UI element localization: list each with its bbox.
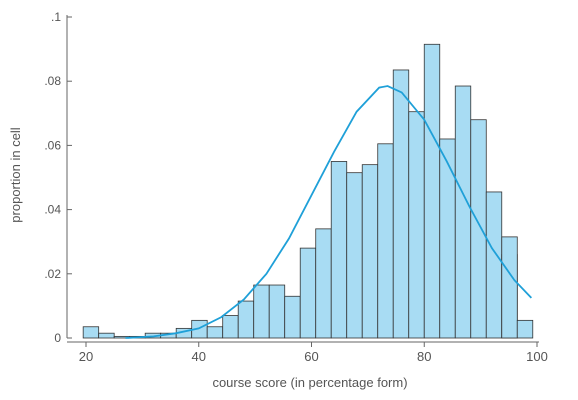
histogram-bar — [470, 119, 487, 339]
y-tick-label: .04 — [44, 203, 61, 217]
histogram-bar — [82, 326, 100, 339]
histogram-bars — [82, 43, 534, 339]
histogram-bar — [501, 236, 518, 339]
histogram-bar — [315, 228, 332, 339]
histogram-bar — [330, 161, 348, 339]
axes — [66, 15, 539, 343]
histogram-bar — [206, 326, 224, 339]
histogram-bar — [485, 191, 503, 339]
histogram-bar — [237, 300, 255, 339]
y-tick-label: .02 — [44, 267, 61, 281]
y-axis-label: proportion in cell — [8, 127, 23, 222]
y-tick-label: .06 — [44, 138, 61, 152]
histogram-bar — [284, 295, 301, 339]
x-axis-label: course score (in percentage form) — [212, 375, 407, 390]
x-tick-label: 100 — [526, 349, 548, 364]
histogram-bar — [516, 319, 534, 339]
normal-curve — [125, 85, 533, 339]
histogram-bar — [408, 111, 425, 339]
histogram-bar — [392, 69, 410, 339]
histogram-bar — [454, 85, 472, 339]
histogram-bar — [299, 247, 317, 339]
histogram-bar — [268, 284, 286, 339]
histogram-bar — [439, 138, 456, 339]
y-ticks: 0 .02 .04 .06 .08 .1 — [44, 10, 72, 345]
histogram-bar — [222, 315, 239, 339]
histogram-bar — [98, 332, 115, 339]
histogram-bar — [253, 284, 270, 339]
histogram-bar — [346, 172, 363, 339]
y-tick-label: .1 — [51, 10, 61, 24]
x-ticks: 20 40 60 80 100 — [79, 342, 548, 364]
y-tick-label: .08 — [44, 74, 61, 88]
histogram-bar — [423, 43, 441, 339]
x-tick-label: 80 — [417, 349, 431, 364]
histogram-bar — [361, 164, 379, 339]
x-tick-label: 60 — [304, 349, 318, 364]
histogram-bar — [377, 143, 394, 339]
y-tick-label: 0 — [54, 331, 61, 345]
x-tick-label: 40 — [192, 349, 206, 364]
x-tick-label: 20 — [79, 349, 93, 364]
